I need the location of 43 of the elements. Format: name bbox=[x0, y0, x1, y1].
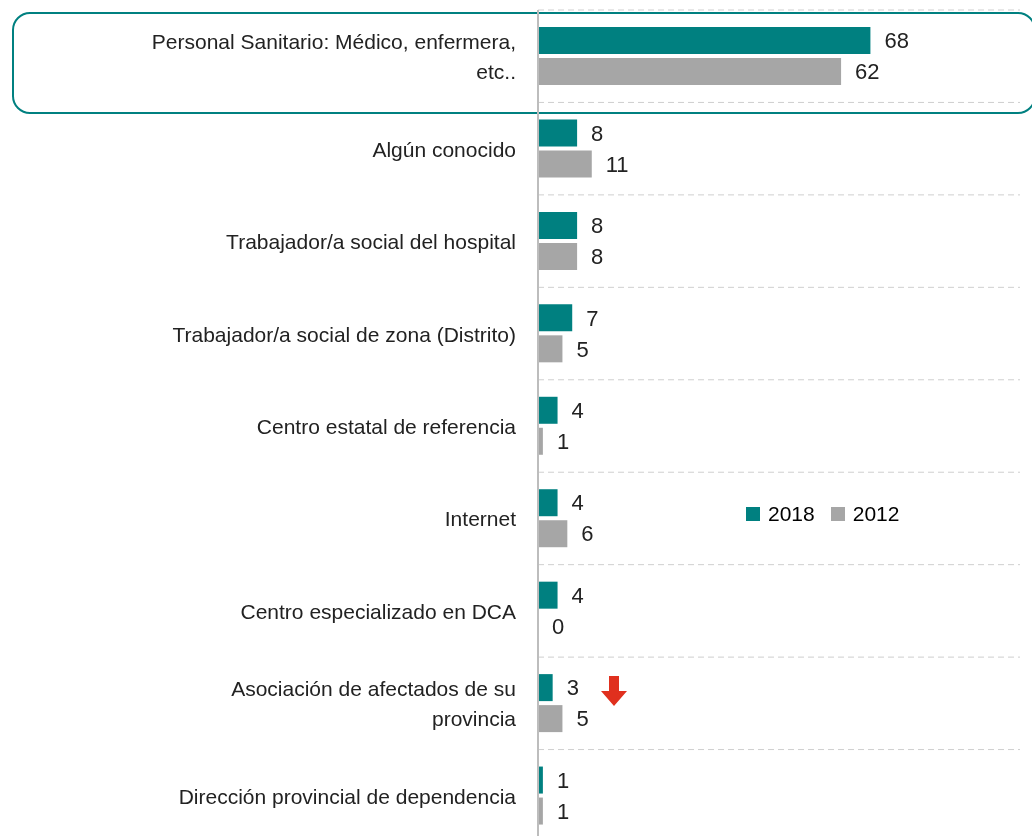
bar bbox=[538, 27, 871, 54]
bar bbox=[538, 396, 558, 424]
data-label: 1 bbox=[556, 798, 570, 824]
y-tick-label: Trabajador/a social del hospital bbox=[226, 229, 516, 253]
data-label: 5 bbox=[576, 336, 589, 362]
legend-label: 2012 bbox=[852, 502, 900, 526]
data-label: 8 bbox=[591, 244, 604, 270]
y-tick-label: Algún conocido bbox=[372, 137, 516, 161]
bar bbox=[538, 674, 553, 702]
bar bbox=[538, 705, 563, 733]
data-label: 4 bbox=[571, 490, 584, 516]
data-label: 1 bbox=[556, 767, 570, 793]
bar bbox=[538, 211, 578, 239]
data-label: 8 bbox=[591, 213, 604, 239]
bar bbox=[538, 242, 578, 270]
y-tick-label: Dirección provincial de dependencia bbox=[178, 784, 517, 808]
data-label: 11 bbox=[605, 151, 629, 177]
bar bbox=[538, 489, 558, 517]
legend-label: 2018 bbox=[768, 502, 815, 526]
y-tick-label: Asociación de afectados de su provincia bbox=[231, 676, 517, 730]
data-label: 6 bbox=[581, 521, 594, 547]
y-tick-label: Centro especializado en DCA bbox=[240, 599, 516, 623]
bar bbox=[538, 119, 578, 147]
data-label: 68 bbox=[884, 28, 909, 54]
y-tick-label: Trabajador/a social de zona (Distrito) bbox=[172, 322, 516, 346]
bar bbox=[538, 304, 573, 332]
data-label: 8 bbox=[591, 120, 604, 146]
y-tick-label: Personal Sanitario: Médico, enfermera, etc.. bbox=[151, 29, 516, 83]
y-tick-label: Centro estatal de referencia bbox=[256, 414, 517, 438]
y-tick-label: Internet bbox=[444, 506, 517, 530]
bar bbox=[538, 58, 842, 85]
data-label: 62 bbox=[855, 59, 880, 85]
data-label: 0 bbox=[552, 613, 565, 639]
data-label: 7 bbox=[586, 305, 599, 331]
data-label: 4 bbox=[571, 582, 584, 608]
data-label: 5 bbox=[576, 706, 589, 732]
bar bbox=[538, 335, 563, 363]
bar bbox=[538, 581, 558, 609]
data-label: 1 bbox=[556, 429, 570, 454]
bar bbox=[538, 520, 568, 548]
data-label: 3 bbox=[566, 675, 579, 701]
bar bbox=[538, 150, 592, 178]
data-label: 4 bbox=[571, 398, 584, 423]
